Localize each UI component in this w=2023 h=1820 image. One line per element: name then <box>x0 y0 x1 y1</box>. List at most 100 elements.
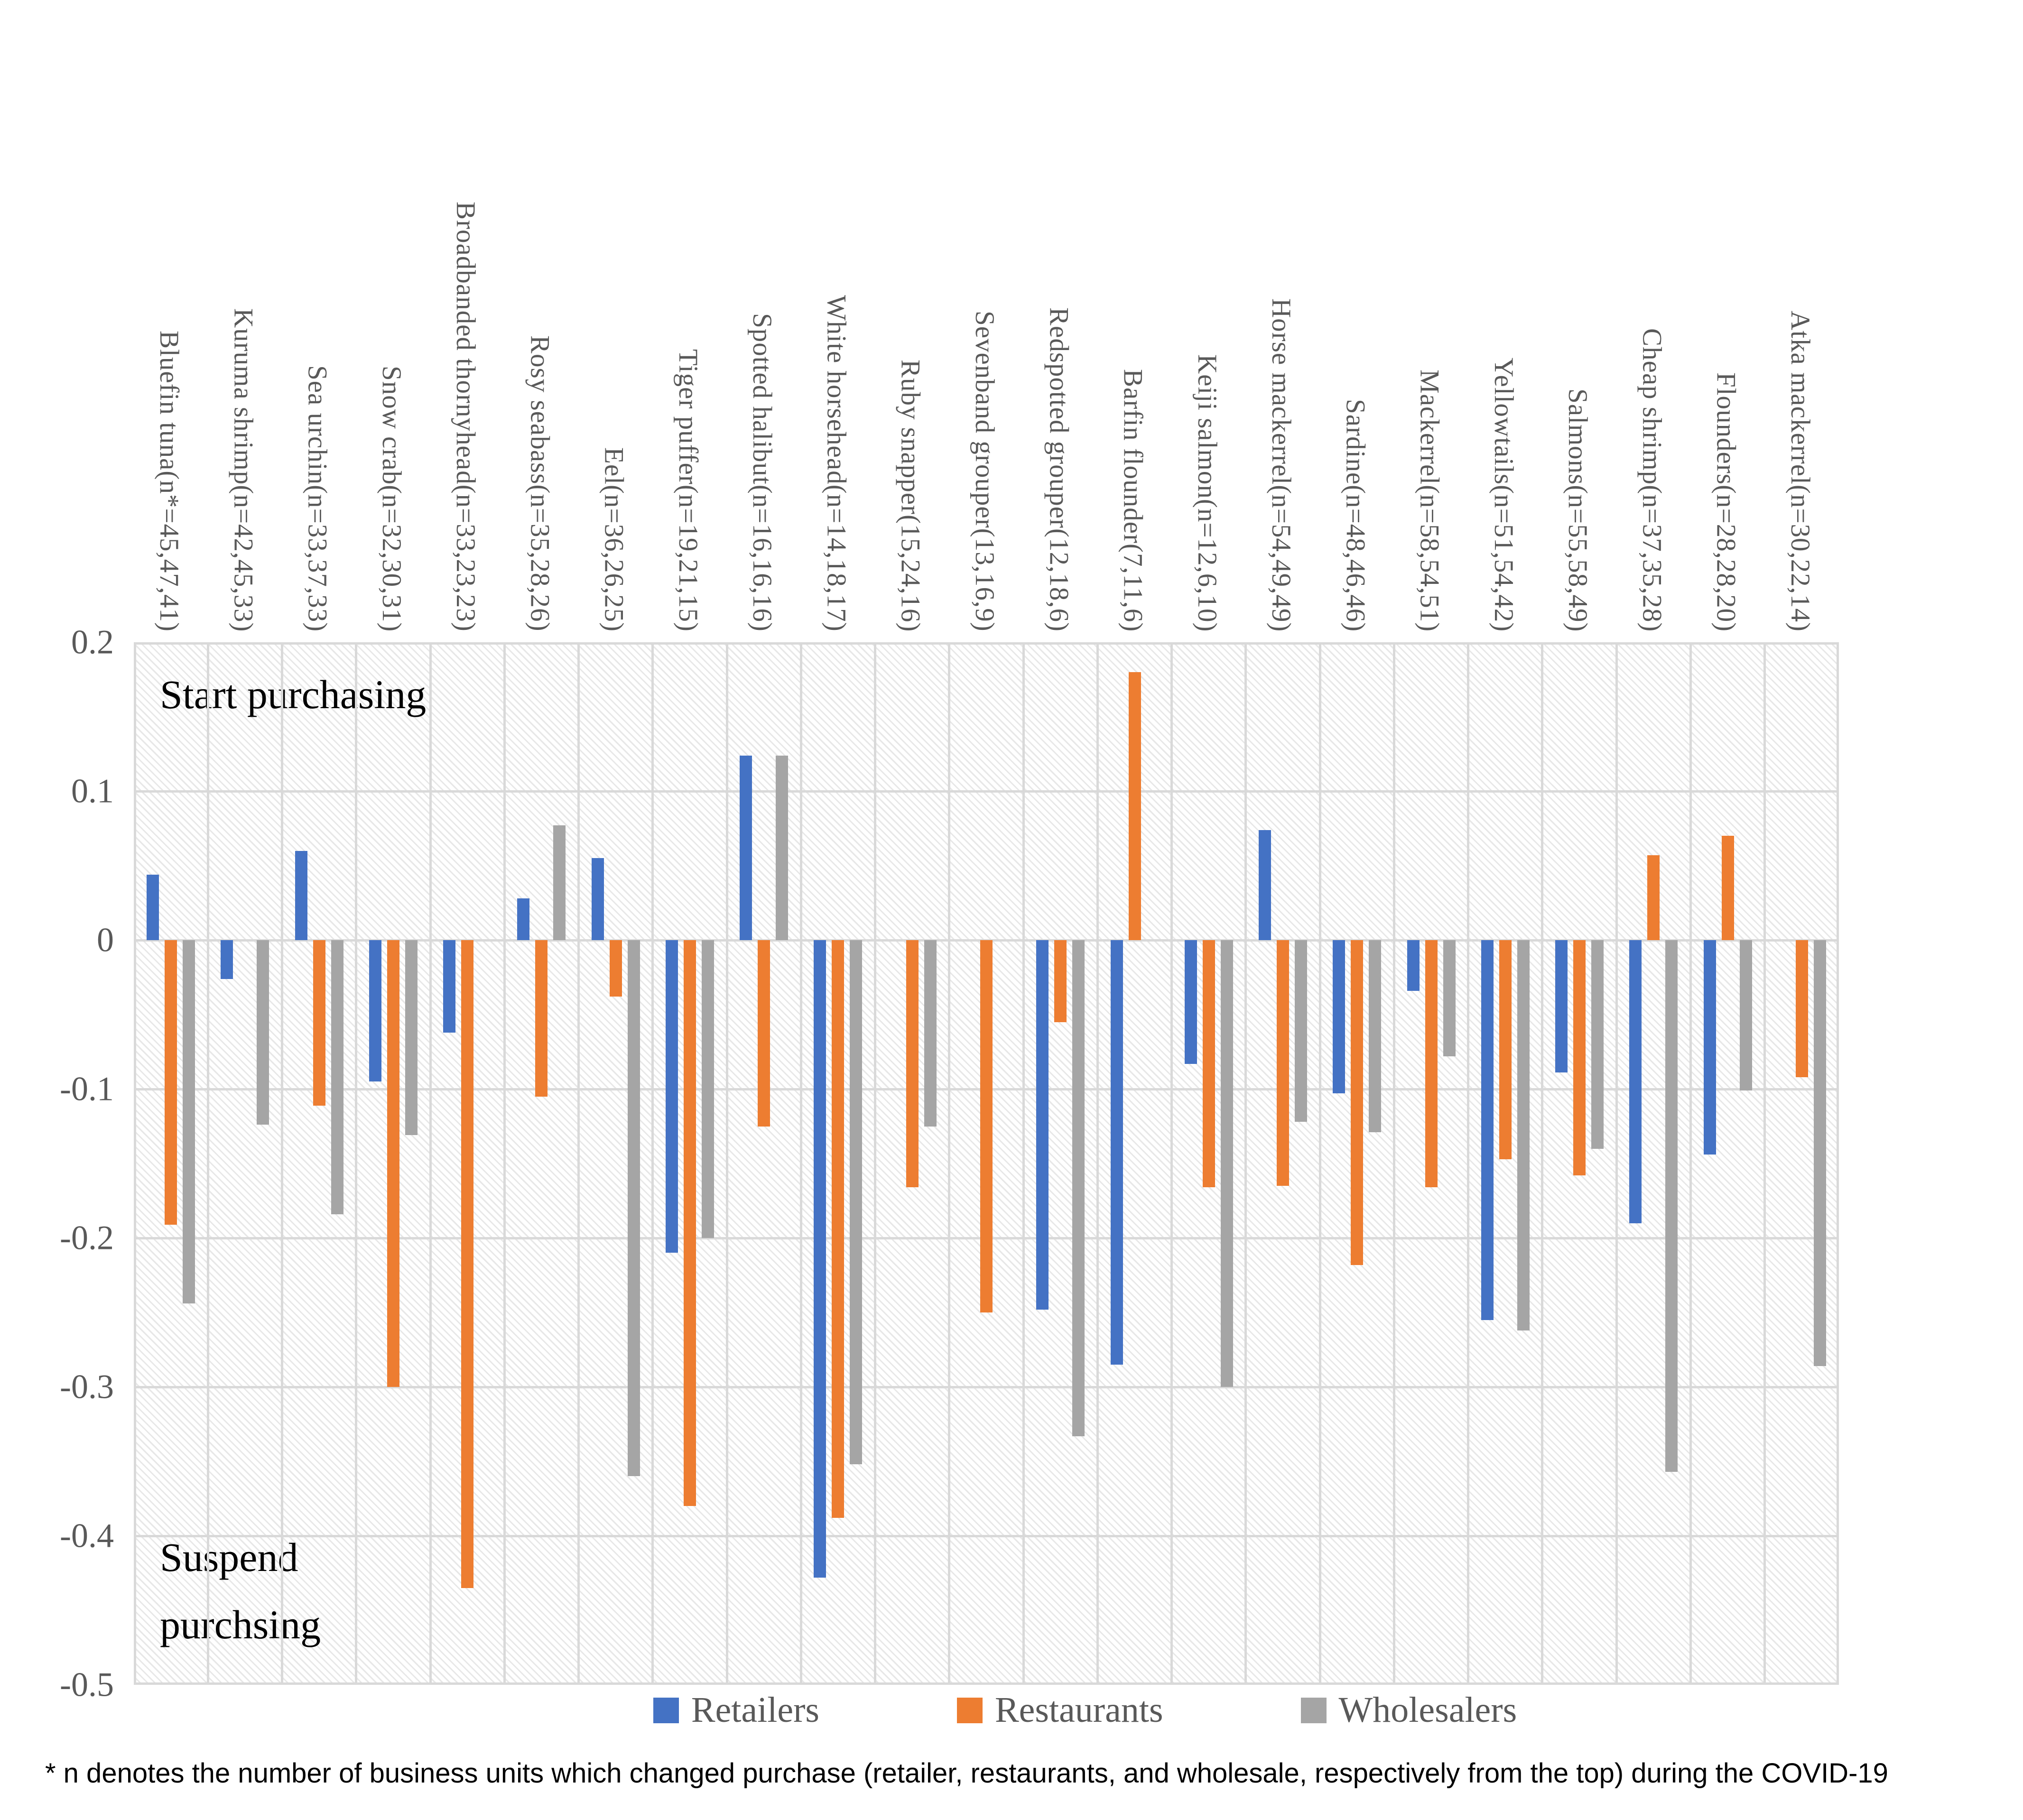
y-axis-tick-label: -0.1 <box>60 1070 114 1108</box>
bar-retailers-5 <box>443 940 456 1033</box>
bar-restaurants-10 <box>832 940 844 1518</box>
y-axis-tick-label: -0.2 <box>60 1219 114 1257</box>
category-label: White horsehead(n=14,18,17) <box>821 295 852 632</box>
category-label: Sevenband grouper(13,16,9) <box>970 311 1000 632</box>
gridline-vertical <box>1170 642 1173 1685</box>
bar-wholesalers-15 <box>1220 940 1233 1387</box>
category-label: Sea urchin(n=33,37,33) <box>302 365 333 632</box>
restaurants-swatch-icon <box>956 1697 983 1723</box>
gridline-vertical <box>1689 642 1692 1685</box>
gridline-vertical <box>799 642 802 1685</box>
bar-restaurants-8 <box>683 940 696 1506</box>
y-axis-tick-label: -0.5 <box>60 1665 114 1704</box>
bar-retailers-1 <box>147 874 159 940</box>
bar-restaurants-7 <box>609 940 622 997</box>
gridline-horizontal <box>134 642 1839 645</box>
category-label: Eel(n=36,26,25) <box>599 447 629 632</box>
bar-wholesalers-3 <box>331 940 343 1214</box>
gridline-vertical <box>1837 642 1839 1685</box>
category-label: Sardine(n=48,46,46) <box>1340 398 1371 632</box>
category-label: Broadbanded thornyhead(n=33,23,23) <box>451 202 481 632</box>
bar-retailers-20 <box>1555 940 1568 1073</box>
gridline-horizontal <box>134 790 1839 793</box>
bar-wholesalers-9 <box>776 755 789 940</box>
category-label: Salmons(n=55,58,49) <box>1563 388 1593 632</box>
bar-retailers-7 <box>591 858 604 940</box>
bar-wholesalers-1 <box>183 940 195 1304</box>
category-label: Mackerrel(n=58,54,51) <box>1414 369 1445 632</box>
bar-wholesalers-20 <box>1591 940 1604 1149</box>
bar-wholesalers-18 <box>1443 940 1456 1056</box>
bar-wholesalers-8 <box>701 940 714 1238</box>
category-label: Horse mackerrel(n=54,49,49) <box>1266 298 1297 632</box>
bar-wholesalers-6 <box>553 825 566 940</box>
bar-retailers-13 <box>1036 940 1049 1310</box>
gridline-vertical <box>429 642 432 1685</box>
bar-wholesalers-2 <box>257 940 269 1125</box>
bar-restaurants-1 <box>165 940 177 1225</box>
bar-retailers-4 <box>369 940 381 1082</box>
bar-wholesalers-17 <box>1369 940 1382 1133</box>
bar-wholesalers-19 <box>1517 940 1530 1330</box>
bar-restaurants-13 <box>1054 940 1067 1022</box>
bar-restaurants-15 <box>1202 940 1215 1188</box>
gridline-vertical <box>1096 642 1099 1685</box>
bar-wholesalers-21 <box>1665 940 1678 1472</box>
gridline-vertical <box>1318 642 1321 1685</box>
bar-retailers-17 <box>1333 940 1346 1094</box>
bar-retailers-15 <box>1184 940 1197 1064</box>
y-axis-tick-label: -0.4 <box>60 1516 114 1555</box>
gridline-vertical <box>1244 642 1247 1685</box>
gridline-vertical <box>577 642 580 1685</box>
bar-restaurants-3 <box>313 940 325 1106</box>
gridline-vertical <box>725 642 728 1685</box>
category-label: Cheap shrimp(n=37,35,28) <box>1637 328 1667 632</box>
bar-wholesalers-23 <box>1813 940 1826 1367</box>
bar-restaurants-23 <box>1795 940 1808 1077</box>
bar-restaurants-19 <box>1499 940 1512 1159</box>
bar-restaurants-6 <box>535 940 548 1097</box>
footnote: * n denotes the number of business units… <box>45 1758 1888 1789</box>
category-label: Tiger puffer(n=19,21,15) <box>673 349 703 632</box>
gridline-vertical <box>1615 642 1618 1685</box>
gridline-vertical <box>1022 642 1025 1685</box>
bar-retailers-8 <box>665 940 678 1253</box>
legend-item-wholesalers: Wholesalers <box>1300 1690 1517 1731</box>
bar-wholesalers-13 <box>1072 940 1085 1436</box>
bar-retailers-16 <box>1259 830 1271 940</box>
category-label: Keiji salmon(n=12,6,10) <box>1192 354 1222 632</box>
bar-restaurants-12 <box>980 940 993 1312</box>
gridline-vertical <box>1763 642 1766 1685</box>
plot-area: Start purchasing Suspend purchsing <box>134 642 1839 1685</box>
bar-retailers-10 <box>814 940 826 1578</box>
bar-wholesalers-11 <box>924 940 937 1127</box>
bar-retailers-9 <box>740 755 752 940</box>
legend-item-retailers: Retailers <box>653 1690 819 1731</box>
y-axis-tick-label: 0.2 <box>71 623 114 661</box>
wholesalers-swatch-icon <box>1300 1697 1327 1723</box>
category-label: Kuruma shrimp(n=42,45,33) <box>228 308 259 632</box>
bar-restaurants-22 <box>1721 836 1734 940</box>
y-axis-tick-label: 0 <box>97 921 114 959</box>
gridline-vertical <box>948 642 951 1685</box>
legend-label-restaurants: Restaurants <box>994 1690 1163 1730</box>
category-label: Ruby snapper(15,24,16) <box>895 359 926 632</box>
bar-retailers-18 <box>1407 940 1420 991</box>
category-label: Snow crab(n=32,30,31) <box>376 365 407 632</box>
gridline-vertical <box>134 642 136 1685</box>
gridline-horizontal <box>134 1682 1839 1685</box>
bar-restaurants-14 <box>1128 672 1141 940</box>
bar-restaurants-17 <box>1351 940 1364 1265</box>
bar-restaurants-21 <box>1647 855 1660 940</box>
bar-restaurants-11 <box>906 940 919 1188</box>
bar-retailers-22 <box>1703 940 1716 1155</box>
category-label: Yellowtails(n=51,54,42) <box>1488 357 1519 632</box>
bar-restaurants-16 <box>1277 940 1290 1186</box>
category-label: Barfin flounder(7,11,6) <box>1118 369 1148 632</box>
bar-retailers-19 <box>1481 940 1494 1320</box>
gridline-vertical <box>503 642 506 1685</box>
bar-wholesalers-4 <box>405 940 418 1136</box>
category-label: Flounders(n=28,28,20) <box>1711 372 1741 632</box>
category-label: Rosy seabass(n=35,28,26) <box>525 335 555 632</box>
gridline-vertical <box>1392 642 1395 1685</box>
